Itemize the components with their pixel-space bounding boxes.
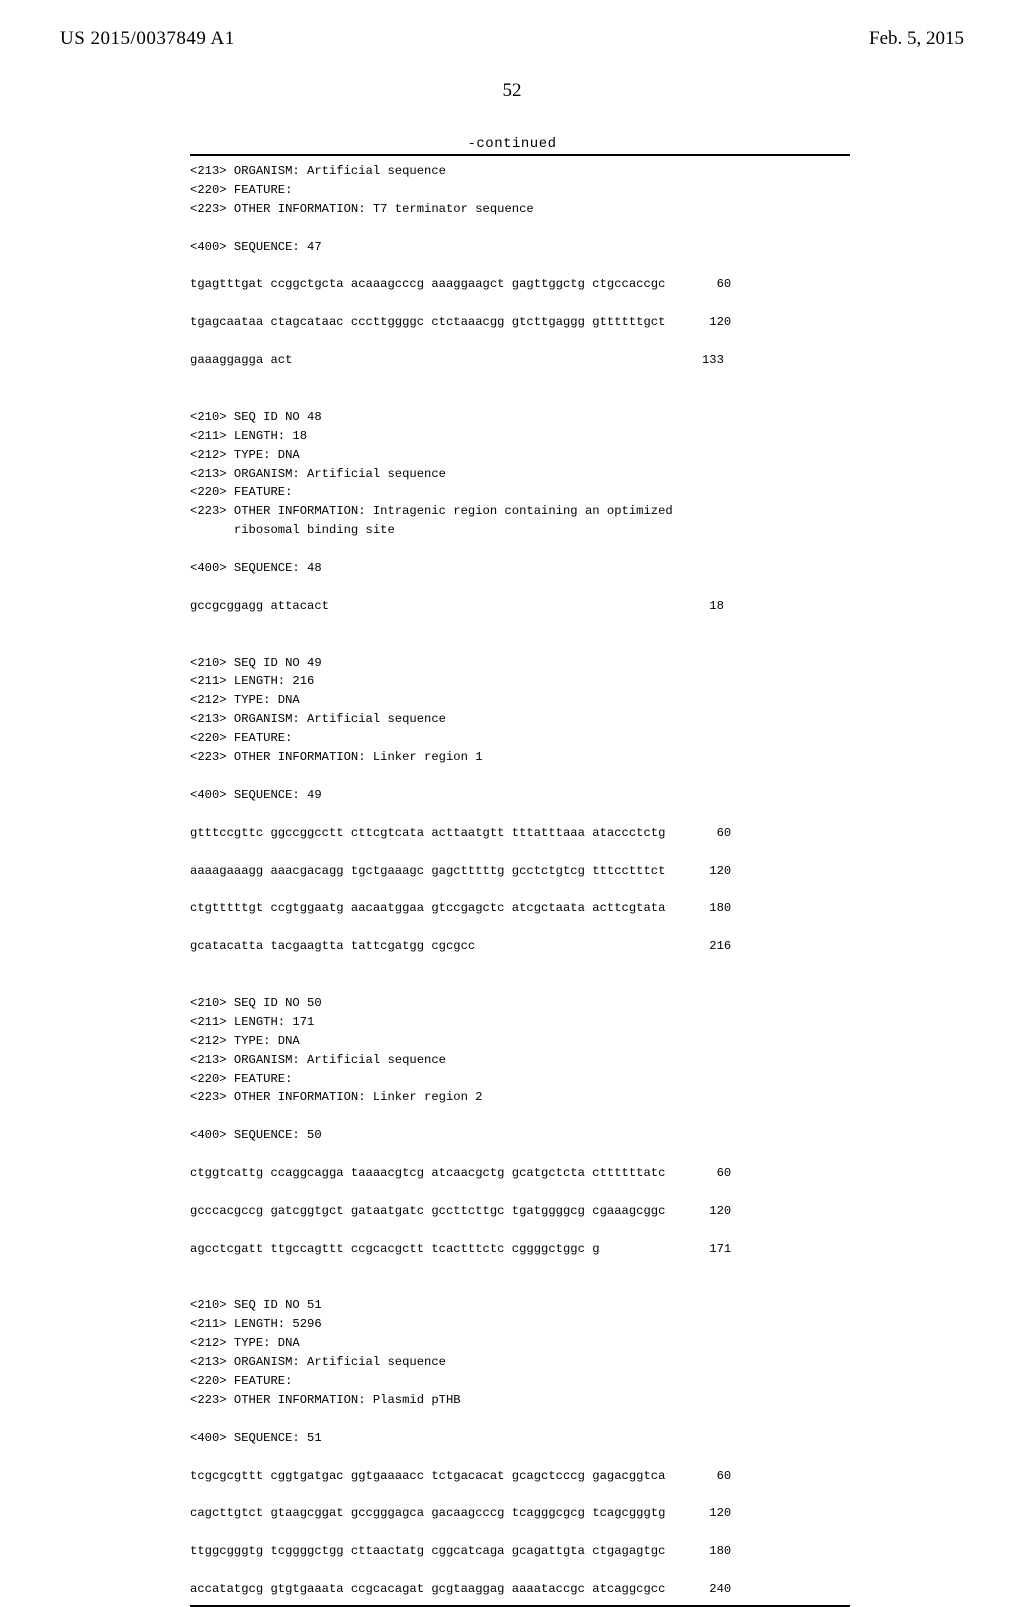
continued-label: -continued: [60, 136, 964, 152]
publication-date: Feb. 5, 2015: [869, 28, 964, 50]
sequence-listing-text: <213> ORGANISM: Artificial sequence <220…: [190, 162, 850, 1599]
sequence-listing-block: <213> ORGANISM: Artificial sequence <220…: [190, 154, 850, 1607]
publication-number: US 2015/0037849 A1: [60, 28, 235, 50]
header: US 2015/0037849 A1 Feb. 5, 2015: [60, 28, 964, 50]
page-number: 52: [60, 80, 964, 102]
